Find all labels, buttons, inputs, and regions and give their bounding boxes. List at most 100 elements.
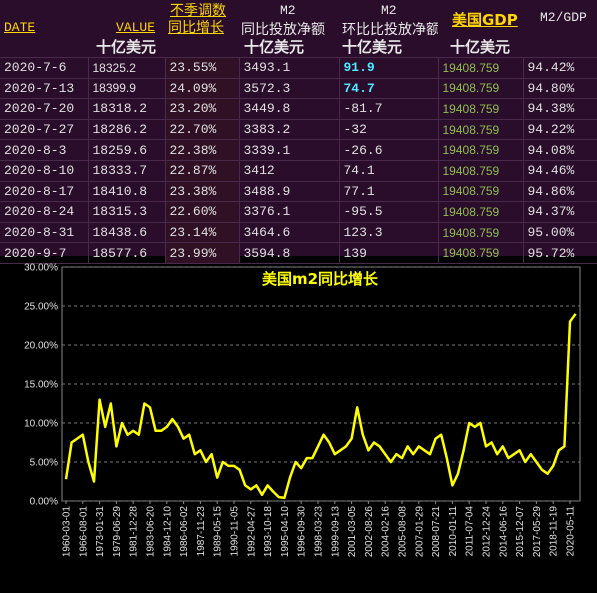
- cell: 2020-7-27: [0, 119, 89, 141]
- x-tick-label: 2008-07-21: [431, 506, 442, 558]
- cell: 94.86%: [523, 181, 597, 203]
- cell: -81.7: [339, 98, 439, 120]
- table-row: 2020-8-10 18333.7 22.87% 3412 74.1 19408.759 9…: [0, 160, 597, 182]
- cell: -26.6: [339, 139, 439, 161]
- x-tick-label: 2020-05-11: [566, 506, 577, 557]
- cell: 19408.759: [438, 242, 524, 264]
- cell: 23.38%: [165, 181, 240, 203]
- x-tick-label: 1993-10-18: [263, 506, 274, 558]
- x-tick-label: 2012-12-24: [482, 506, 493, 558]
- cell: 19408.759: [438, 119, 524, 141]
- cell: 74.1: [339, 160, 439, 182]
- cell: 18333.7: [88, 160, 166, 182]
- cell: 2020-8-31: [0, 222, 89, 244]
- column-header: DATE: [4, 20, 36, 35]
- x-tick-label: 1979-06-29: [112, 506, 123, 558]
- cell: 18438.6: [88, 222, 166, 244]
- cell: 95.72%: [523, 242, 597, 264]
- cell: 19408.759: [438, 78, 524, 100]
- x-tick-label: 2007-01-29: [414, 506, 425, 558]
- y-tick-label: 5.00%: [30, 458, 58, 469]
- cell: 94.22%: [523, 119, 597, 141]
- y-tick-label: 15.00%: [24, 380, 58, 391]
- x-tick-label: 1983-06-20: [146, 506, 157, 558]
- cell: 23.14%: [165, 222, 240, 244]
- y-tick-label: 30.00%: [24, 263, 58, 274]
- table-body: 2020-7-6 18325.2 23.55% 3493.1 91.9 19408.759…: [0, 58, 597, 264]
- x-tick-label: 2015-12-07: [515, 506, 526, 558]
- cell: 18315.3: [88, 201, 166, 223]
- column-header: M2: [381, 3, 397, 18]
- cell: 2020-9-7: [0, 242, 89, 264]
- x-tick-label: 2010-01-11: [448, 506, 459, 557]
- column-subheader: 环比比投放净额: [342, 22, 438, 38]
- table-row: 2020-7-20 18318.2 23.20% 3449.8 -81.7 19408.7…: [0, 98, 597, 120]
- cell: 19408.759: [438, 98, 524, 120]
- cell: 18286.2: [88, 119, 166, 141]
- cell: 18259.6: [88, 139, 166, 161]
- x-tick-label: 1990-11-05: [230, 506, 241, 557]
- cell: 23.20%: [165, 98, 240, 120]
- table-header: DATE VALUE 十亿美元 不季调数 同比增长 M2 同比投放净额 十亿美元…: [0, 0, 597, 58]
- column-header: M2: [280, 3, 296, 18]
- cell: -32: [339, 119, 439, 141]
- cell: 19408.759: [438, 160, 524, 182]
- cell: 2020-8-10: [0, 160, 89, 182]
- x-tick-label: 1981-12-28: [129, 506, 140, 558]
- cell: 94.46%: [523, 160, 597, 182]
- cell: 22.60%: [165, 201, 240, 223]
- table-row: 2020-7-13 18399.9 24.09% 3572.3 74.7 19408.75…: [0, 78, 597, 100]
- cell: 3376.1: [239, 201, 340, 223]
- column-unit: 十亿美元: [450, 38, 511, 56]
- column-header: M2/GDP: [540, 10, 587, 25]
- x-tick-label: 2017-05-29: [532, 506, 543, 558]
- cell: 22.38%: [165, 139, 240, 161]
- cell: 3383.2: [239, 119, 340, 141]
- cell: 2020-7-6: [0, 58, 89, 79]
- cell: 3572.3: [239, 78, 340, 100]
- cell: 74.7: [339, 78, 439, 100]
- cell: 2020-8-24: [0, 201, 89, 223]
- x-tick-label: 2005-08-08: [398, 506, 409, 558]
- column-unit: 十亿美元: [96, 38, 157, 56]
- x-tick-label: 1992-04-27: [246, 506, 257, 558]
- x-tick-label: 1987-11-23: [196, 506, 207, 557]
- column-header: 美国GDP: [452, 11, 518, 29]
- x-tick-label: 1995-04-10: [280, 506, 291, 558]
- x-tick-label: 1973-01-31: [95, 506, 106, 558]
- cell: 2020-8-3: [0, 139, 89, 161]
- table-row: 2020-8-17 18410.8 23.38% 3488.9 77.1 19408.75…: [0, 181, 597, 203]
- cell: 2020-8-17: [0, 181, 89, 203]
- column-header: 不季调数: [170, 3, 226, 19]
- x-tick-label: 1960-03-01: [62, 506, 73, 558]
- cell: 22.87%: [165, 160, 240, 182]
- x-tick-label: 1984-12-10: [162, 506, 173, 558]
- x-tick-label: 1989-05-15: [213, 506, 224, 558]
- cell: 123.3: [339, 222, 439, 244]
- cell: 18577.6: [88, 242, 166, 264]
- x-tick-label: 1999-09-13: [330, 506, 341, 558]
- cell: 94.08%: [523, 139, 597, 161]
- cell: 19408.759: [438, 139, 524, 161]
- cell: 3412: [239, 160, 340, 182]
- cell: 3449.8: [239, 98, 340, 120]
- x-tick-label: 1996-09-30: [297, 506, 308, 558]
- line-series: [64, 313, 577, 500]
- x-tick-label: 2004-02-16: [381, 506, 392, 558]
- cell: 3339.1: [239, 139, 340, 161]
- cell: -95.5: [339, 201, 439, 223]
- table-row: 2020-8-3 18259.6 22.38% 3339.1 -26.6 19408.75…: [0, 139, 597, 161]
- cell: 18318.2: [88, 98, 166, 120]
- column-subheader: 同比投放净额: [241, 22, 325, 38]
- x-tick-label: 2011-07-04: [465, 506, 476, 557]
- y-tick-label: 10.00%: [24, 419, 58, 430]
- cell: 3488.9: [239, 181, 340, 203]
- column-unit: 十亿美元: [244, 38, 305, 56]
- table-row: 2020-9-7 18577.6 23.99% 3594.8 139 19408.759 9…: [0, 242, 597, 264]
- y-tick-label: 20.00%: [24, 341, 58, 352]
- cell: 19408.759: [438, 222, 524, 244]
- x-tick-label: 1998-03-23: [314, 506, 325, 558]
- cell: 19408.759: [438, 58, 524, 79]
- cell: 139: [339, 242, 439, 264]
